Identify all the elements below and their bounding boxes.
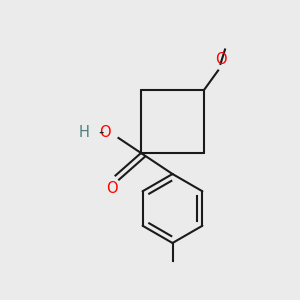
Text: -: - [98, 125, 103, 140]
Text: O: O [106, 181, 118, 196]
Text: O: O [215, 52, 226, 67]
Text: O: O [99, 125, 111, 140]
Text: H: H [79, 125, 89, 140]
